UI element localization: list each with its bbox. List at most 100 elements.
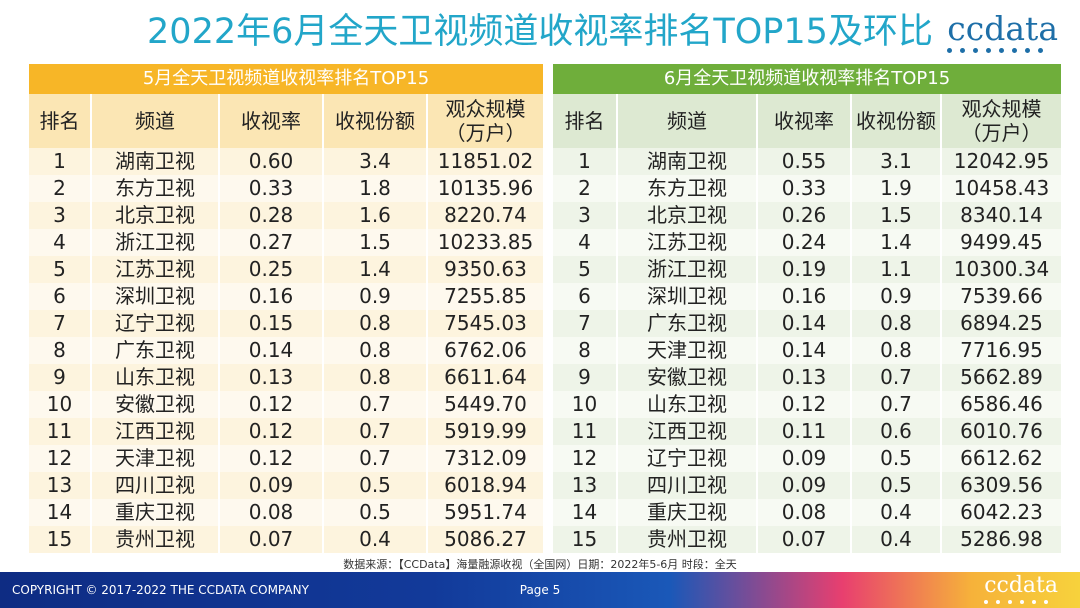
- share-cell: 0.7: [851, 391, 942, 418]
- rank-cell: 6: [29, 283, 92, 310]
- rank-cell: 9: [553, 364, 618, 391]
- col-rating: 收视率: [757, 94, 852, 148]
- rank-cell: 7: [553, 310, 618, 337]
- channel-cell: 深圳卫视: [91, 283, 220, 310]
- col-channel: 频道: [617, 94, 758, 148]
- share-cell: 0.8: [323, 337, 428, 364]
- col-share: 收视份额: [323, 94, 428, 148]
- share-cell: 0.7: [323, 418, 428, 445]
- rank-cell: 11: [29, 418, 92, 445]
- may-ranking-panel: 5月全天卫视频道收视率排名TOP15 排名 频道 收视率 收视份额 观众规模 （万…: [29, 64, 543, 553]
- rating-cell: 0.11: [757, 418, 852, 445]
- audience-cell: 6586.46: [941, 391, 1061, 418]
- audience-cell: 6042.23: [941, 499, 1061, 526]
- channel-cell: 浙江卫视: [617, 256, 758, 283]
- audience-cell: 7545.03: [427, 310, 543, 337]
- col-audience: 观众规模 （万户）: [941, 94, 1061, 148]
- col-share: 收视份额: [851, 94, 942, 148]
- channel-cell: 东方卫视: [617, 175, 758, 202]
- audience-cell: 7255.85: [427, 283, 543, 310]
- rank-cell: 3: [553, 202, 618, 229]
- share-cell: 0.9: [323, 283, 428, 310]
- audience-cell: 8220.74: [427, 202, 543, 229]
- rating-cell: 0.13: [757, 364, 852, 391]
- rating-cell: 0.09: [757, 445, 852, 472]
- share-cell: 1.6: [323, 202, 428, 229]
- rating-cell: 0.12: [219, 445, 324, 472]
- channel-cell: 山东卫视: [617, 391, 758, 418]
- table-row: 2 东方卫视 0.33 1.8 10135.96: [29, 175, 543, 202]
- june-ranking-table: 排名 频道 收视率 收视份额 观众规模 （万户） 1 湖南卫视 0.55 3.1 1204…: [553, 94, 1061, 553]
- rank-cell: 3: [29, 202, 92, 229]
- table-row: 8 天津卫视 0.14 0.8 7716.95: [553, 337, 1061, 364]
- rating-cell: 0.60: [219, 148, 324, 175]
- channel-cell: 江苏卫视: [617, 229, 758, 256]
- audience-cell: 7539.66: [941, 283, 1061, 310]
- may-ranking-table: 排名 频道 收视率 收视份额 观众规模 （万户） 1 湖南卫视 0.60 3.4 1185…: [29, 94, 543, 553]
- audience-cell: 5286.98: [941, 526, 1061, 553]
- rank-cell: 5: [29, 256, 92, 283]
- rank-cell: 15: [553, 526, 618, 553]
- share-cell: 0.8: [851, 337, 942, 364]
- rating-cell: 0.25: [219, 256, 324, 283]
- rating-cell: 0.16: [219, 283, 324, 310]
- rating-cell: 0.08: [757, 499, 852, 526]
- table-row: 2 东方卫视 0.33 1.9 10458.43: [553, 175, 1061, 202]
- share-cell: 0.8: [323, 364, 428, 391]
- audience-cell: 9350.63: [427, 256, 543, 283]
- rating-cell: 0.08: [219, 499, 324, 526]
- rating-cell: 0.55: [757, 148, 852, 175]
- table-row: 7 广东卫视 0.14 0.8 6894.25: [553, 310, 1061, 337]
- share-cell: 1.8: [323, 175, 428, 202]
- audience-cell: 10458.43: [941, 175, 1061, 202]
- audience-cell: 10300.34: [941, 256, 1061, 283]
- audience-cell: 10233.85: [427, 229, 543, 256]
- table-row: 11 江西卫视 0.12 0.7 5919.99: [29, 418, 543, 445]
- audience-cell: 6010.76: [941, 418, 1061, 445]
- share-cell: 1.1: [851, 256, 942, 283]
- audience-cell: 10135.96: [427, 175, 543, 202]
- audience-cell: 7312.09: [427, 445, 543, 472]
- col-rank: 排名: [29, 94, 92, 148]
- share-cell: 1.4: [323, 256, 428, 283]
- channel-cell: 重庆卫视: [617, 499, 758, 526]
- channel-cell: 安徽卫视: [91, 391, 220, 418]
- channel-cell: 北京卫视: [617, 202, 758, 229]
- table-row: 8 广东卫视 0.14 0.8 6762.06: [29, 337, 543, 364]
- table-row: 4 浙江卫视 0.27 1.5 10233.85: [29, 229, 543, 256]
- footer-bar: COPYRIGHT © 2017-2022 THE CCDATA COMPANY…: [0, 572, 1080, 608]
- audience-cell: 12042.95: [941, 148, 1061, 175]
- table-row: 14 重庆卫视 0.08 0.5 5951.74: [29, 499, 543, 526]
- channel-cell: 浙江卫视: [91, 229, 220, 256]
- rating-cell: 0.14: [219, 337, 324, 364]
- share-cell: 0.8: [323, 310, 428, 337]
- rating-cell: 0.24: [757, 229, 852, 256]
- audience-cell: 7716.95: [941, 337, 1061, 364]
- rank-cell: 8: [29, 337, 92, 364]
- rating-cell: 0.33: [757, 175, 852, 202]
- table-row: 10 山东卫视 0.12 0.7 6586.46: [553, 391, 1061, 418]
- rating-cell: 0.16: [757, 283, 852, 310]
- rank-cell: 9: [29, 364, 92, 391]
- channel-cell: 江苏卫视: [91, 256, 220, 283]
- rating-cell: 0.13: [219, 364, 324, 391]
- audience-cell: 6309.56: [941, 472, 1061, 499]
- channel-cell: 东方卫视: [91, 175, 220, 202]
- copyright-text: COPYRIGHT © 2017-2022 THE CCDATA COMPANY: [12, 583, 309, 597]
- share-cell: 0.7: [323, 445, 428, 472]
- table-row: 7 辽宁卫视 0.15 0.8 7545.03: [29, 310, 543, 337]
- col-audience: 观众规模 （万户）: [427, 94, 543, 148]
- audience-cell: 5662.89: [941, 364, 1061, 391]
- rank-cell: 15: [29, 526, 92, 553]
- rating-cell: 0.14: [757, 310, 852, 337]
- audience-cell: 11851.02: [427, 148, 543, 175]
- rating-cell: 0.28: [219, 202, 324, 229]
- rank-cell: 4: [29, 229, 92, 256]
- share-cell: 0.5: [851, 445, 942, 472]
- rank-cell: 13: [29, 472, 92, 499]
- channel-cell: 重庆卫视: [91, 499, 220, 526]
- rank-cell: 13: [553, 472, 618, 499]
- table-row: 9 安徽卫视 0.13 0.7 5662.89: [553, 364, 1061, 391]
- page-title: 2022年6月全天卫视频道收视率排名TOP15及环比: [147, 12, 933, 52]
- rating-cell: 0.09: [757, 472, 852, 499]
